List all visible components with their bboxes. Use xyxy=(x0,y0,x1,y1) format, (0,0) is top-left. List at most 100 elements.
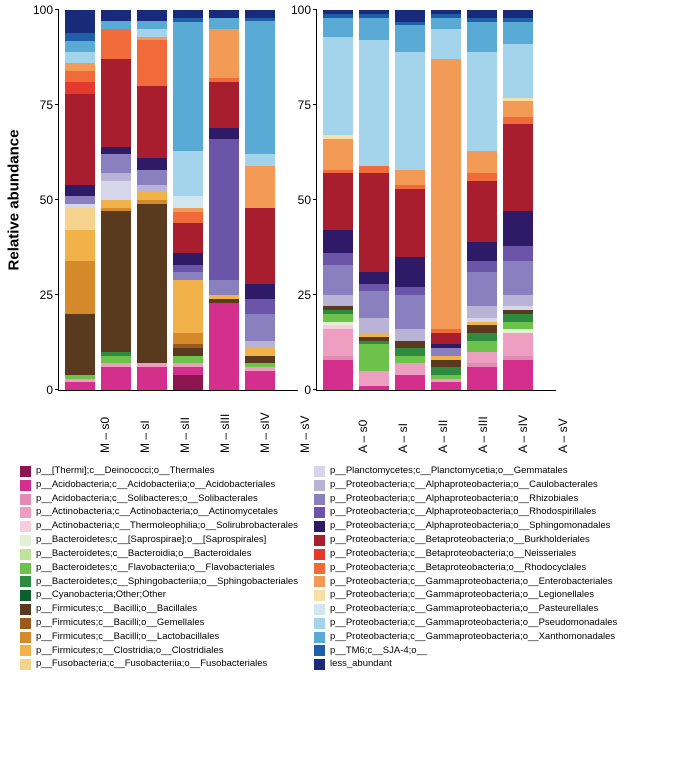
bar-segment xyxy=(209,10,239,18)
bar-segment xyxy=(137,86,167,158)
bar-segment xyxy=(323,295,353,306)
legend-swatch xyxy=(314,590,325,601)
bar-segment xyxy=(323,173,353,230)
y-tick-label: 0 xyxy=(21,383,53,397)
bar-segment xyxy=(467,367,497,390)
legend-label: p__Acidobacteria;c__Solibacteres;o__Soli… xyxy=(36,493,258,506)
bar-segment xyxy=(245,166,275,208)
bar-segment xyxy=(467,10,497,18)
legend-swatch xyxy=(314,659,325,670)
bar-segment xyxy=(503,211,533,245)
bar-segment xyxy=(173,272,203,280)
legend-item: p__Proteobacteria;c__Alphaproteobacteria… xyxy=(314,479,617,492)
bar-segment xyxy=(503,322,533,330)
bar-segment xyxy=(137,10,167,21)
bar-segment xyxy=(359,318,389,333)
bar-segment xyxy=(245,314,275,341)
bar-segment xyxy=(137,192,167,200)
legend-item: p__Proteobacteria;c__Gammaproteobacteria… xyxy=(314,631,617,644)
bar-segment xyxy=(173,375,203,390)
bar-segment xyxy=(323,18,353,37)
bar-segment xyxy=(65,261,95,314)
bar-segment xyxy=(431,367,461,375)
bar-segment xyxy=(137,170,167,185)
legend-item: p__Bacteroidetes;c__Flavobacteriia;o__Fl… xyxy=(20,562,298,575)
legend-label: p__Cyanobacteria;Other;Other xyxy=(36,589,166,602)
stacked-bar xyxy=(323,10,353,390)
bar-segment xyxy=(137,367,167,390)
bar-segment xyxy=(137,40,167,86)
bar-segment xyxy=(101,173,131,181)
bar-segment xyxy=(467,306,497,317)
bar-segment xyxy=(323,230,353,253)
legend-item: p__Firmicutes;c__Bacilli;o__Lactobacilla… xyxy=(20,631,298,644)
bar-segment xyxy=(503,44,533,97)
bar-segment xyxy=(65,382,95,390)
bar-segment xyxy=(359,386,389,390)
x-tick-label: A – sIII xyxy=(476,419,490,453)
legend-label: p__Proteobacteria;c__Gammaproteobacteria… xyxy=(330,576,613,589)
bar-segment xyxy=(65,196,95,204)
legend-item: p__Acidobacteria;c__Acidobacteriia;o__Ac… xyxy=(20,479,298,492)
bar-segment xyxy=(209,82,239,128)
bar-segment xyxy=(101,21,131,29)
legend-item: p__Proteobacteria;c__Betaproteobacteria;… xyxy=(314,548,617,561)
bar-segment xyxy=(65,94,95,185)
bar-segment xyxy=(467,151,497,174)
legend-label: p__Proteobacteria;c__Betaproteobacteria;… xyxy=(330,534,590,547)
legend-item: p__Firmicutes;c__Clostridia;o__Clostridi… xyxy=(20,645,298,658)
legend-label: less_abundant xyxy=(330,658,392,671)
stacked-bar xyxy=(359,10,389,390)
bar-segment xyxy=(323,265,353,295)
bar-segment xyxy=(503,295,533,306)
legend-col-left: p__[Thermi];c__Deinococci;o__Thermalesp_… xyxy=(20,465,298,671)
stacked-bar xyxy=(503,10,533,390)
legend-swatch xyxy=(20,480,31,491)
legend-label: p__Acidobacteria;c__Acidobacteriia;o__Ac… xyxy=(36,479,275,492)
x-tick-label: M – sV xyxy=(298,419,312,453)
y-tick-label: 25 xyxy=(21,288,53,302)
y-axis-label: Relative abundance xyxy=(6,130,23,271)
bar-segment xyxy=(137,204,167,364)
bar-segment xyxy=(173,22,203,151)
x-tick-label: A – s0 xyxy=(356,419,370,453)
legend-label: p__Firmicutes;c__Bacilli;o__Lactobacilla… xyxy=(36,631,219,644)
bar-segment xyxy=(173,196,203,207)
bar-segment xyxy=(431,333,461,344)
x-tick-label: M – sIII xyxy=(218,419,232,453)
legend-item: p__Cyanobacteria;Other;Other xyxy=(20,589,298,602)
bar-segment xyxy=(503,101,533,116)
bar-segment xyxy=(173,253,203,264)
legend-item: p__Proteobacteria;c__Betaproteobacteria;… xyxy=(314,562,617,575)
bar-segment xyxy=(245,341,275,349)
legend-swatch xyxy=(314,521,325,532)
legend-swatch xyxy=(20,659,31,670)
legend-swatch xyxy=(20,494,31,505)
bar-segment xyxy=(209,139,239,280)
legend-label: p__Proteobacteria;c__Alphaproteobacteria… xyxy=(330,493,578,506)
legend-label: p__Proteobacteria;c__Betaproteobacteria;… xyxy=(330,562,586,575)
y-tick-label: 0 xyxy=(279,383,311,397)
plot-area: 0255075100 xyxy=(58,10,298,391)
legend-swatch xyxy=(20,590,31,601)
bar-segment xyxy=(359,344,389,371)
bar-segment xyxy=(245,284,275,299)
legend-label: p__Actinobacteria;c__Actinobacteria;o__A… xyxy=(36,506,278,519)
bar-segment xyxy=(395,52,425,170)
legend-label: p__Proteobacteria;c__Alphaproteobacteria… xyxy=(330,479,598,492)
bar-segment xyxy=(359,371,389,386)
legend-item: p__Bacteroidetes;c__Bacteroidia;o__Bacte… xyxy=(20,548,298,561)
bar-segment xyxy=(395,363,425,374)
bar-segment xyxy=(467,325,497,333)
legend: p__[Thermi];c__Deinococci;o__Thermalesp_… xyxy=(12,465,663,671)
legend-item: p__Acidobacteria;c__Solibacteres;o__Soli… xyxy=(20,493,298,506)
bar-segment xyxy=(101,181,131,200)
legend-swatch xyxy=(314,535,325,546)
bar-segment xyxy=(395,287,425,295)
bar-segment xyxy=(173,367,203,375)
legend-swatch xyxy=(20,507,31,518)
bar-segment xyxy=(65,71,95,82)
bar-segment xyxy=(395,10,425,21)
stacked-bar xyxy=(431,10,461,390)
legend-item: p__Actinobacteria;c__Thermoleophilia;o__… xyxy=(20,520,298,533)
